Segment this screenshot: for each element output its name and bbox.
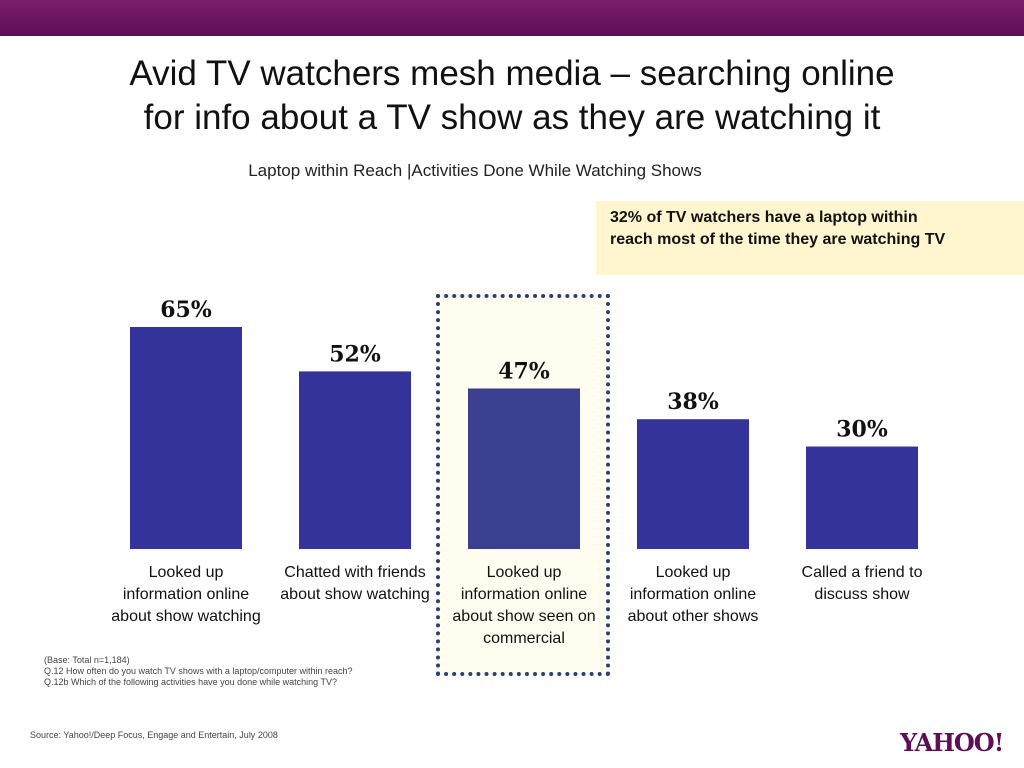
note-base: (Base: Total n=1,184) — [44, 655, 130, 665]
title-line-2: for info about a TV show as they are wat… — [143, 98, 881, 137]
category-label-2: Chatted with friends about show watching — [280, 564, 430, 603]
category-label-5: Called a friend to discuss show — [801, 564, 923, 603]
source-note: Source: Yahoo!/Deep Focus, Engage and En… — [30, 730, 278, 740]
top-banner — [0, 0, 1024, 36]
yahoo-logo: YAHOO! — [900, 728, 1004, 757]
survey-notes: (Base: Total n=1,184) Q.12 How often do … — [44, 655, 353, 688]
chart-subtitle: Laptop within Reach |Activities Done Whi… — [248, 161, 702, 180]
title-line-1: Avid TV watchers mesh media – searching … — [129, 54, 895, 93]
page-title: Avid TV watchers mesh media – searching … — [0, 52, 1024, 140]
bar-1 — [130, 327, 242, 549]
bar-2 — [299, 371, 411, 549]
data-label-4: 38% — [667, 389, 719, 415]
category-label-4: Looked up information online about other… — [627, 564, 759, 625]
data-label-5: 30% — [836, 417, 888, 443]
category-label-3: Looked up information online about show … — [452, 564, 596, 647]
data-label-1: 65% — [160, 297, 212, 323]
note-q12b: Q.12b Which of the following activities … — [44, 677, 337, 687]
bar-4 — [637, 419, 749, 549]
data-label-2: 52% — [329, 341, 381, 367]
callout-text: 32% of TV watchers have a laptop within … — [610, 209, 946, 248]
category-label-1: Looked up information online about show … — [111, 564, 261, 625]
callout-box: 32% of TV watchers have a laptop within … — [596, 201, 1024, 275]
note-q12: Q.12 How often do you watch TV shows wit… — [44, 666, 353, 676]
highlight-frame — [436, 294, 610, 676]
bar-5 — [806, 446, 918, 549]
data-label-3: 47% — [498, 358, 550, 384]
bar-3 — [468, 388, 580, 549]
